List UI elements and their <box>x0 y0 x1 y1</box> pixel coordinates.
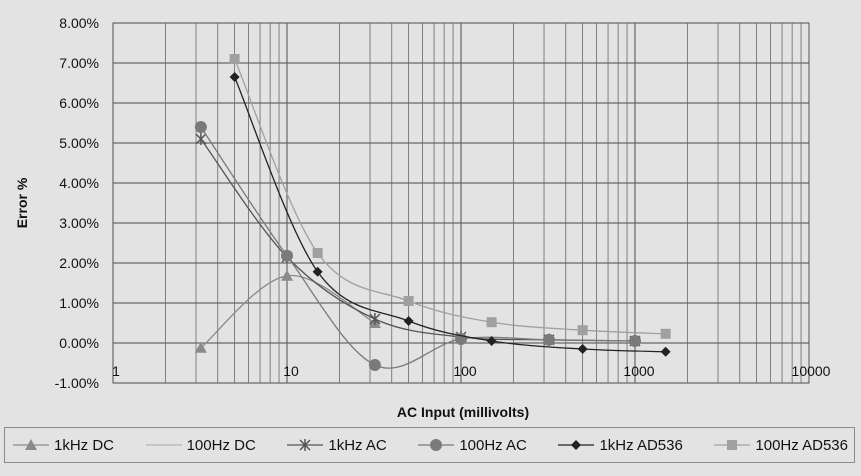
grid <box>112 22 809 384</box>
legend-label: 100Hz AC <box>459 436 527 454</box>
legend-label: 100Hz AD536 <box>755 436 848 454</box>
data-point-100hz-ac <box>194 121 207 133</box>
data-point-100hz-ad536 <box>486 317 497 328</box>
data-point-100hz-ad536 <box>577 325 588 336</box>
legend-item-1khz-ac: 1kHz AC <box>285 436 387 454</box>
y-tick-label: 4.00% <box>59 175 99 191</box>
series-100hz-ac <box>194 121 641 371</box>
y-tick-label: 5.00% <box>59 135 99 151</box>
legend-swatch-1khz-ac <box>287 439 324 451</box>
data-point-1khz-ac <box>195 133 207 145</box>
y-tick-label: 1.00% <box>59 295 99 311</box>
legend-swatch-1khz-dc <box>13 439 49 450</box>
data-point-1khz-ad536 <box>403 316 414 326</box>
legend-label: 1kHz DC <box>54 436 115 454</box>
legend-label: 1kHz AD536 <box>599 436 683 454</box>
legend-item-100hz-ad536: 100Hz AD536 <box>712 437 848 454</box>
legend-marker <box>299 439 311 451</box>
legend-label: 100Hz DC <box>186 436 256 454</box>
legend-label: 1kHz AC <box>328 436 387 454</box>
y-tick-label: 8.00% <box>59 15 99 31</box>
data-point-1khz-ac <box>369 313 381 325</box>
y-tick-label: 0.00% <box>59 335 99 351</box>
legend-swatch-100hz-ad536 <box>714 440 751 450</box>
y-tick-label: -1.00% <box>55 375 99 391</box>
data-point-1khz-dc <box>281 269 293 281</box>
data-point-1khz-ad536 <box>312 266 323 277</box>
x-tick-label: 10 <box>283 363 299 379</box>
data-point-1khz-ad536 <box>577 344 588 354</box>
data-point-100hz-ac <box>368 359 381 371</box>
y-axis-title: Error % <box>14 177 30 228</box>
legend-swatch-100hz-dc <box>145 444 182 446</box>
data-point-1khz-ad536 <box>229 72 240 82</box>
legend-item-1khz-dc: 1kHz DC <box>11 437 114 454</box>
legend-item-100hz-ac: 100Hz AC <box>416 437 527 454</box>
legend-marker <box>727 440 738 450</box>
data-point-100hz-ad536 <box>660 328 671 339</box>
data-point-1khz-ad536 <box>486 336 497 346</box>
legend-swatch-1khz-ad536 <box>558 440 595 450</box>
data-point-100hz-ac <box>542 333 555 346</box>
data-point-1khz-ad536 <box>660 346 671 357</box>
data-point-100hz-ac <box>629 335 641 347</box>
legend-marker <box>430 439 443 451</box>
data-point-100hz-ac <box>281 249 293 262</box>
series-100hz-ad536 <box>229 54 671 339</box>
x-tick-labels: 1 10 100 1000 10000 <box>112 363 831 379</box>
y-tick-labels: -1.00% 0.00% 1.00% 2.00% 3.00% 4.00% 5.00% 6.00… <box>55 15 99 391</box>
y-tick-label: 2.00% <box>59 255 99 271</box>
x-tick-label: 100 <box>453 363 477 379</box>
series-layer <box>194 54 671 371</box>
data-point-100hz-ad536 <box>403 296 414 306</box>
data-point-100hz-ad536 <box>229 54 240 64</box>
data-point-100hz-ad536 <box>312 248 323 258</box>
y-tick-label: 7.00% <box>59 55 99 71</box>
x-tick-label: 1 <box>112 363 120 379</box>
x-axis-title: AC Input (millivolts) <box>397 404 529 420</box>
y-tick-label: 3.00% <box>59 215 99 231</box>
series-1khz-ad536 <box>229 72 671 357</box>
legend: 1kHz DC 100Hz DC 1kHz AC 100Hz AC 1kHz AD536… <box>4 427 855 463</box>
x-tick-label: 10000 <box>792 363 831 379</box>
legend-marker <box>25 439 37 450</box>
y-tick-label: 6.00% <box>59 95 99 111</box>
legend-item-1khz-ad536: 1kHz AD536 <box>556 436 683 454</box>
data-point-1khz-dc <box>194 341 207 353</box>
legend-marker <box>571 440 582 450</box>
legend-swatch-100hz-ac <box>418 439 455 451</box>
x-tick-label: 1000 <box>623 363 654 379</box>
legend-item-100hz-dc: 100Hz DC <box>144 437 256 454</box>
